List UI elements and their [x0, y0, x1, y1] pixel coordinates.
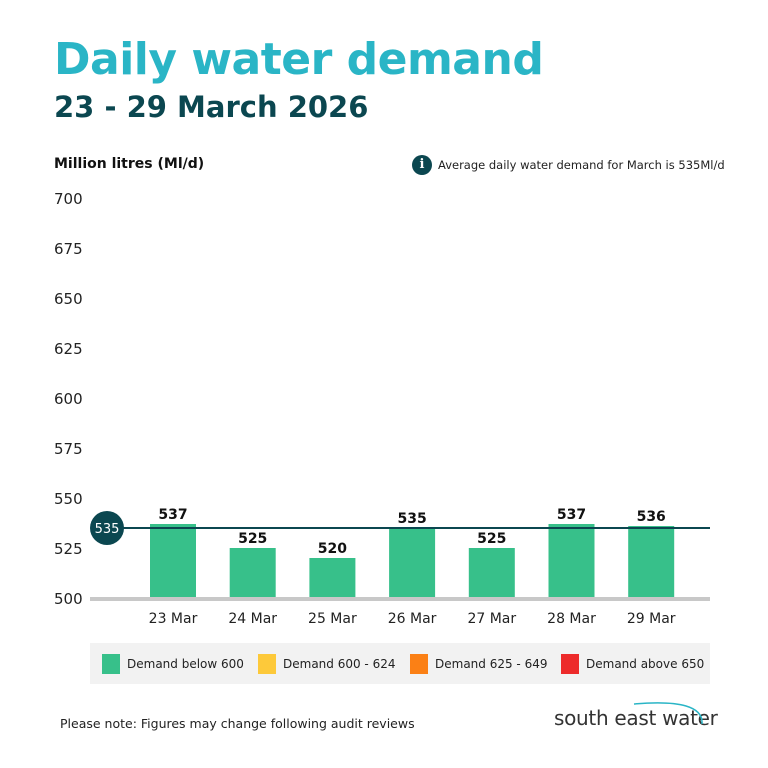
- x-tick-label: 23 Mar: [149, 611, 198, 627]
- y-tick-label: 625: [54, 340, 83, 358]
- legend-label: Demand 625 - 649: [435, 657, 547, 671]
- legend-label: Demand 600 - 624: [283, 657, 395, 671]
- legend-swatch: [258, 654, 276, 674]
- y-tick-label: 550: [54, 490, 83, 508]
- y-tick-label: 500: [54, 590, 83, 608]
- x-tick-label: 24 Mar: [228, 611, 277, 627]
- y-tick-label: 575: [54, 440, 83, 458]
- x-tick-label: 27 Mar: [467, 611, 516, 627]
- legend: [90, 643, 710, 684]
- average-marker: [90, 511, 124, 545]
- y-tick-label: 675: [54, 240, 83, 258]
- x-tick-label: 29 Mar: [627, 611, 676, 627]
- page-title: Daily water demand: [54, 34, 544, 85]
- legend-swatch: [102, 654, 120, 674]
- data-label: 537: [557, 507, 586, 523]
- data-label: 536: [637, 509, 666, 525]
- bar: [150, 524, 196, 598]
- bar: [389, 528, 436, 598]
- average-label: 535: [95, 522, 120, 537]
- x-axis-line: [90, 597, 710, 601]
- bar: [628, 526, 675, 598]
- data-label: 520: [318, 541, 347, 557]
- y-tick-label: 700: [54, 190, 83, 208]
- x-tick-label: 28 Mar: [547, 611, 596, 627]
- data-label: 537: [158, 507, 187, 523]
- x-tick-label: 25 Mar: [308, 611, 357, 627]
- legend-label: Demand above 650: [586, 657, 704, 671]
- page-subtitle: 23 - 29 March 2026: [54, 90, 369, 124]
- logo-swoosh: [633, 702, 703, 725]
- legend-swatch: [561, 654, 579, 674]
- legend-label: Demand below 600: [127, 657, 244, 671]
- y-axis-label: Million litres (Ml/d): [54, 156, 205, 172]
- info-icon: i: [412, 155, 432, 175]
- data-label: 525: [477, 531, 506, 547]
- data-label: 535: [397, 511, 426, 527]
- data-label: 525: [238, 531, 267, 547]
- legend-swatch: [410, 654, 428, 674]
- average-note: Average daily water demand for March is …: [438, 158, 725, 172]
- brand-logo: south east water: [554, 702, 718, 730]
- y-tick-label: 650: [54, 290, 83, 308]
- bar: [229, 548, 276, 598]
- bar: [468, 548, 515, 598]
- x-tick-label: 26 Mar: [388, 611, 437, 627]
- y-tick-label: 600: [54, 390, 83, 408]
- y-tick-label: 525: [54, 540, 83, 558]
- bar: [309, 558, 356, 598]
- bar: [548, 524, 595, 598]
- footer-note: Please note: Figures may change followin…: [60, 716, 415, 731]
